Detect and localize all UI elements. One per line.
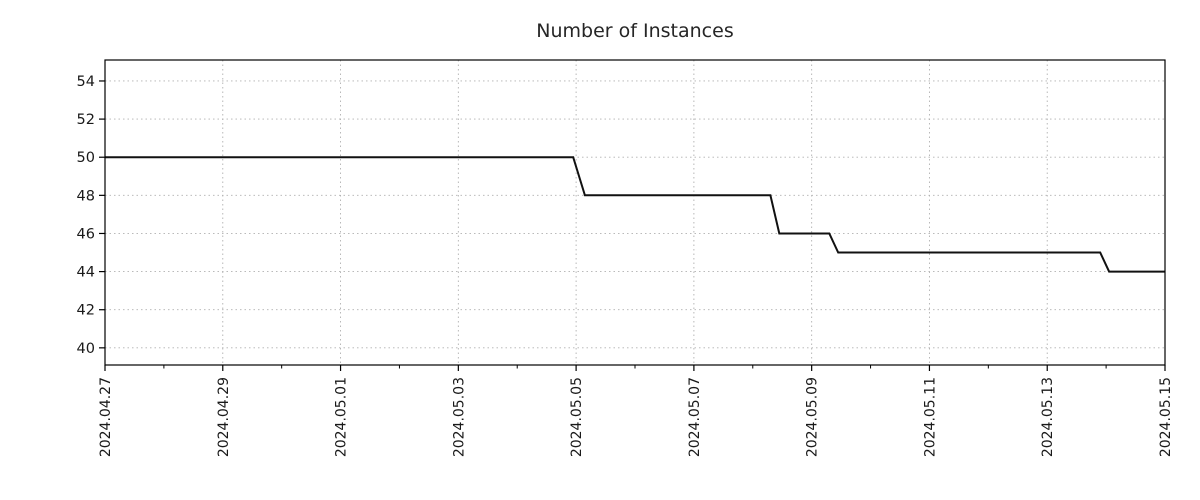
y-tick-label: 54 [77,74,95,90]
y-tick-label: 40 [77,341,95,357]
y-tick-label: 46 [77,226,95,242]
grid-lines [104,60,1166,365]
axis-ticks [99,80,1166,371]
x-tick-label: 2024.05.01 [334,377,350,457]
x-tick-label: 2024.05.15 [1158,377,1174,457]
data-series [105,156,1165,273]
x-tick-label: 2024.05.13 [1040,377,1056,457]
x-tick-label: 2024.05.07 [687,377,703,457]
x-tick-label: 2024.04.27 [98,377,114,457]
y-tick-label: 52 [77,112,95,128]
plot-border [104,59,1166,366]
chart-title: Number of Instances [536,20,733,42]
x-tick-label: 2024.05.11 [922,377,938,457]
x-tick-label: 2024.05.09 [805,377,821,457]
series-line-instances [105,156,1165,273]
x-tick-label: 2024.05.03 [451,377,467,457]
y-tick-label: 48 [77,188,95,204]
y-tick-label: 44 [77,265,95,281]
axis-tick-labels: 2024.04.27 2024.04.29 2024.05.01 2024.05.03… [77,74,1174,457]
x-tick-label: 2024.04.29 [216,377,232,457]
y-tick-label: 42 [77,303,95,319]
x-tick-label: 2024.05.05 [569,377,585,457]
y-tick-label: 50 [77,150,95,166]
